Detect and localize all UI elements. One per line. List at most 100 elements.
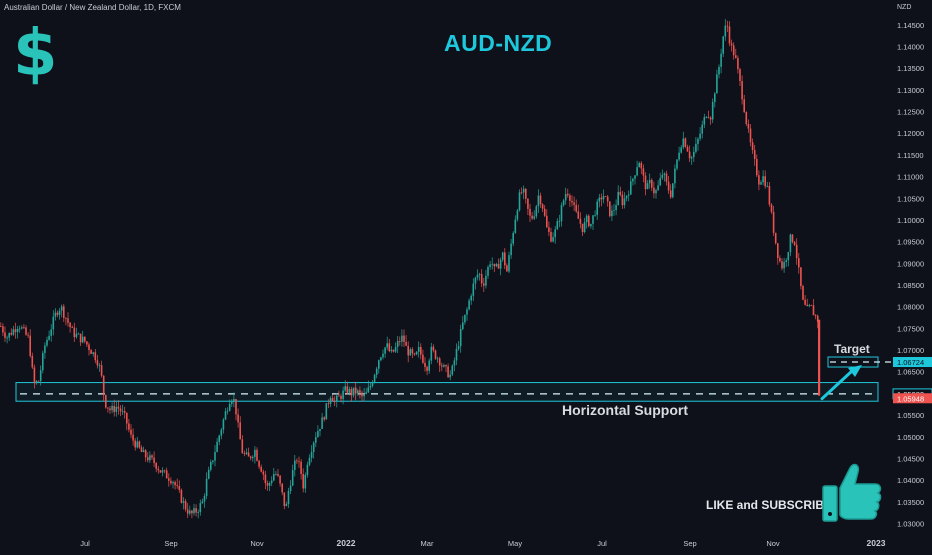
candle-body — [707, 116, 710, 118]
candle-body — [699, 133, 701, 139]
candle-body — [228, 403, 231, 411]
candle-body — [753, 149, 756, 160]
candle-body — [424, 362, 426, 367]
candle-body — [627, 194, 630, 196]
candle-body — [462, 322, 464, 330]
candle-body — [327, 403, 330, 405]
candle-body — [606, 196, 609, 202]
candle-body — [319, 428, 321, 432]
candle-body — [474, 277, 477, 284]
candle-body — [577, 211, 580, 219]
candle-body — [632, 178, 634, 182]
candle-body — [531, 215, 533, 219]
candle-body — [709, 117, 712, 120]
candle-body — [132, 434, 134, 441]
candle-body — [703, 117, 706, 125]
candle-body — [203, 496, 206, 502]
candle-body — [268, 483, 271, 486]
candle-body — [491, 263, 493, 265]
candle-body — [655, 190, 657, 194]
candle-body — [182, 501, 185, 503]
candle-body — [189, 510, 191, 514]
candle-body — [697, 138, 699, 144]
candle-body — [741, 81, 743, 100]
candle-body — [562, 200, 565, 206]
candle-body — [23, 327, 25, 329]
candle-body — [430, 346, 433, 361]
candle-body — [50, 329, 52, 336]
candle-body — [46, 339, 48, 346]
candle-body — [16, 328, 19, 332]
candle-body — [306, 464, 309, 475]
candle-body — [138, 441, 141, 448]
candle-body — [625, 195, 628, 199]
candle-body — [611, 210, 613, 217]
candle-body — [518, 192, 521, 211]
candle-body — [546, 215, 548, 228]
candle-body — [609, 201, 611, 217]
candle-body — [497, 264, 500, 269]
candle-body — [90, 350, 92, 354]
candle-body — [520, 192, 523, 194]
candle-body — [201, 501, 204, 504]
candle-body — [445, 365, 447, 367]
candle-body — [382, 353, 384, 358]
candle-body — [98, 365, 101, 367]
candle-body — [745, 112, 748, 124]
candle-body — [174, 482, 176, 486]
candle-body — [214, 451, 216, 461]
candle-body — [451, 365, 454, 375]
candle-body — [354, 387, 357, 394]
candle-body — [762, 176, 764, 183]
candle-body — [525, 188, 527, 199]
candle-body — [71, 327, 73, 328]
candle-body — [48, 335, 50, 340]
price-tick-label: 1.08000 — [897, 303, 924, 312]
candle-body — [724, 25, 727, 37]
dollar-sign-icon: $ — [13, 17, 58, 91]
chart-title: AUD-NZD — [444, 30, 553, 56]
candle-body — [165, 470, 168, 479]
candle-body — [363, 393, 365, 397]
candle-body — [726, 25, 729, 27]
candle-body — [18, 328, 21, 330]
candle-body — [411, 349, 414, 354]
candle-body — [495, 264, 498, 267]
candle-body — [285, 504, 288, 507]
candle-body — [630, 181, 632, 195]
price-tick-label: 1.07000 — [897, 346, 924, 355]
candle-body — [10, 332, 13, 335]
time-tick-label: Jul — [80, 539, 90, 548]
candle-body — [777, 243, 779, 258]
price-tick-label: 1.12500 — [897, 108, 924, 117]
candle-body — [506, 265, 508, 272]
candle-body — [585, 215, 588, 223]
candle-body — [621, 194, 624, 206]
candle-body — [291, 469, 294, 486]
candle-body — [575, 204, 577, 212]
candle-body — [21, 327, 23, 329]
price-tick-label: 1.09500 — [897, 238, 924, 247]
price-axis: 1.14500 1.14000 1.13500 1.13000 1.12500 1.120… — [897, 21, 924, 529]
candle-body — [56, 312, 59, 315]
time-tick-label: Nov — [250, 539, 264, 548]
candle-body — [535, 206, 538, 217]
candle-body — [812, 305, 815, 316]
candle-body — [432, 346, 435, 351]
candle-body — [289, 485, 292, 492]
candle-body — [235, 398, 237, 415]
candle-body — [392, 349, 395, 352]
candle-body — [100, 365, 103, 376]
candle-body — [199, 503, 202, 513]
candle-body — [54, 312, 57, 317]
candle-body — [405, 341, 407, 346]
candle-body — [478, 273, 481, 275]
symbol-header[interactable]: Australian Dollar / New Zealand Dollar, … — [4, 3, 181, 12]
candle-body — [560, 205, 563, 222]
price-tick-label: 1.10000 — [897, 216, 924, 225]
candle-body — [207, 469, 210, 479]
candle-body — [273, 474, 275, 481]
candle-body — [92, 352, 94, 354]
